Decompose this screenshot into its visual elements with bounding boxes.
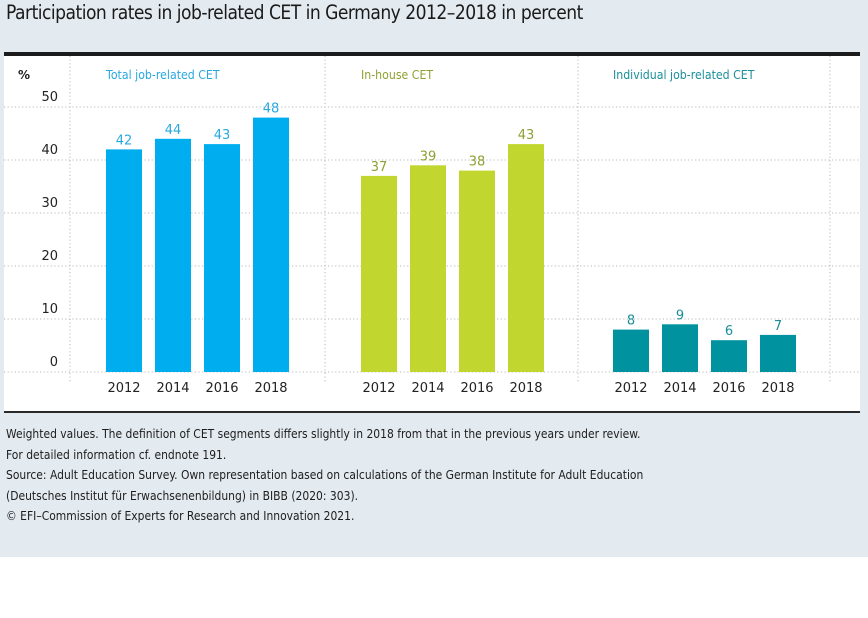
- x-tick-label: 2016: [712, 381, 745, 396]
- note-line: (Deutsches Institut für Erwachsenenbildu…: [6, 487, 359, 503]
- x-tick-label: 2018: [509, 381, 542, 396]
- bar-chart: 0 10 20 30 40 50% Total job-related CET 42 2012 4…: [4, 56, 860, 396]
- x-tick-label: 2018: [254, 381, 287, 396]
- bar: [459, 170, 495, 372]
- data-label: 8: [627, 314, 635, 329]
- bar: [760, 334, 796, 372]
- note-line: For detailed information cf. endnote 191…: [6, 446, 227, 462]
- data-label: 39: [420, 149, 437, 164]
- y-tick-label: 50: [41, 90, 58, 105]
- note-line: Source: Adult Education Survey. Own repr…: [6, 467, 644, 482]
- bar: [361, 175, 397, 372]
- x-tick-label: 2016: [205, 381, 238, 396]
- bar: [711, 340, 747, 372]
- x-tick-label: 2014: [411, 381, 444, 396]
- x-tick-label: 2012: [107, 381, 140, 396]
- panel-title: Individual job-related CET: [613, 67, 755, 82]
- data-label: 43: [214, 128, 231, 143]
- x-tick-label: 2012: [614, 381, 647, 396]
- data-label: 42: [116, 133, 133, 148]
- x-tick-label: 2012: [362, 381, 395, 396]
- y-tick-label: 0: [50, 355, 58, 370]
- y-tick-label: 30: [41, 196, 58, 211]
- bar: [106, 149, 142, 372]
- data-label: 43: [518, 128, 535, 143]
- note-line: © EFI–Commission of Experts for Research…: [6, 508, 355, 523]
- y-tick-label: 40: [41, 143, 58, 158]
- x-tick-label: 2014: [663, 381, 696, 396]
- chart-area: 0 10 20 30 40 50% Total job-related CET 42 2012 4…: [4, 52, 860, 412]
- bar: [155, 138, 191, 372]
- bar: [410, 165, 446, 372]
- panel-title: In-house CET: [361, 67, 434, 82]
- chart-title: Participation rates in job-related CET i…: [6, 1, 583, 24]
- y-tick-label: 10: [41, 302, 58, 317]
- bar: [508, 144, 544, 372]
- data-label: 48: [263, 102, 280, 117]
- y-axis-unit-label: %: [18, 68, 30, 82]
- x-tick-label: 2016: [460, 381, 493, 396]
- top-rule: [4, 52, 860, 56]
- data-label: 9: [676, 308, 684, 323]
- data-label: 37: [371, 160, 388, 175]
- chart-notes: Weighted values. The definition of CET s…: [6, 424, 643, 527]
- bar: [253, 117, 289, 372]
- bar: [204, 144, 240, 372]
- data-label: 6: [725, 324, 733, 339]
- bar: [662, 324, 698, 372]
- x-tick-label: 2014: [156, 381, 189, 396]
- data-label: 44: [165, 123, 182, 138]
- bar: [613, 329, 649, 372]
- note-line: Weighted values. The definition of CET s…: [6, 426, 641, 441]
- x-tick-label: 2018: [761, 381, 794, 396]
- y-tick-label: 20: [41, 249, 58, 264]
- panel-title: Total job-related CET: [105, 67, 220, 82]
- data-label: 38: [469, 155, 486, 170]
- data-label: 7: [774, 319, 782, 334]
- bottom-rule: [4, 411, 860, 413]
